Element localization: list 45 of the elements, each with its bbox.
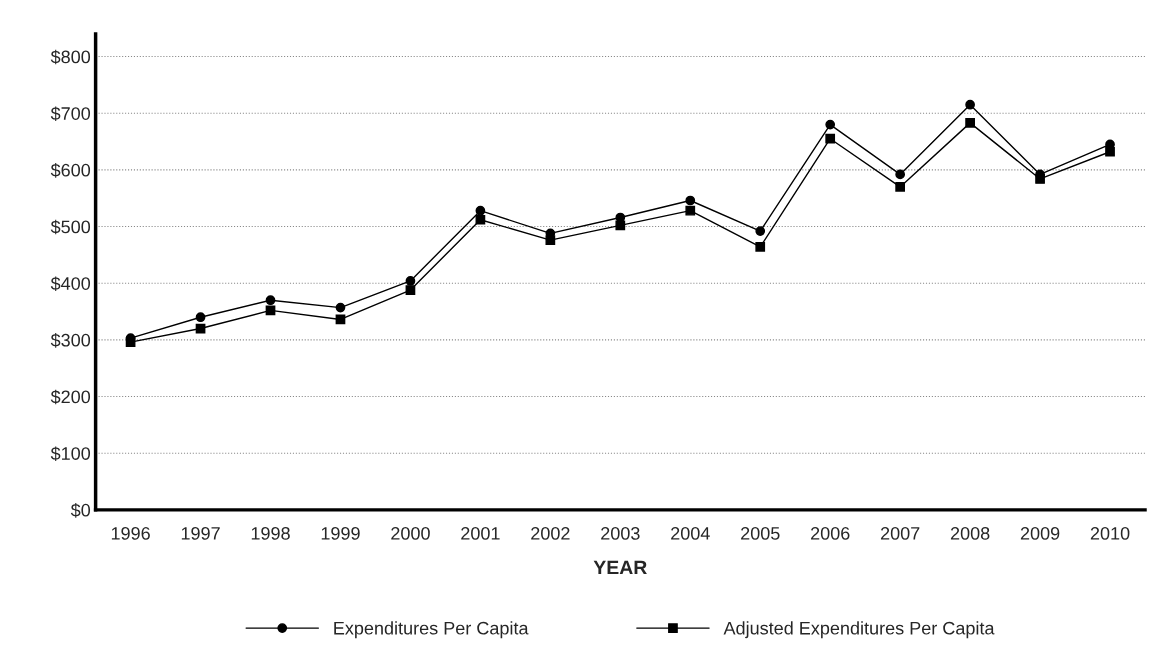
y-tick-label: $600 bbox=[50, 163, 91, 178]
point bbox=[195, 312, 206, 323]
x-tick-label: 2006 bbox=[811, 527, 850, 540]
x-tick-label: 2008 bbox=[950, 527, 990, 540]
x-tick-label: 2007 bbox=[880, 527, 920, 540]
point bbox=[685, 205, 696, 216]
point bbox=[825, 119, 836, 130]
point bbox=[265, 295, 276, 306]
point bbox=[475, 205, 486, 216]
x-tick-label: 2003 bbox=[601, 527, 640, 540]
x-tick-label: 1997 bbox=[181, 527, 220, 540]
point bbox=[965, 99, 975, 110]
y-tick-label: $200 bbox=[50, 389, 91, 405]
x-axis-title: YEAR bbox=[593, 560, 647, 575]
point bbox=[685, 195, 696, 206]
point bbox=[895, 182, 906, 192]
legend-label: Expenditures Per Capita bbox=[334, 621, 529, 639]
x-tick-label: 1996 bbox=[111, 527, 150, 540]
x-tick-label: 2009 bbox=[1020, 527, 1060, 540]
point bbox=[965, 118, 975, 128]
x-tick-label: 2000 bbox=[391, 527, 430, 540]
x-tick-label: 2010 bbox=[1090, 527, 1130, 540]
x-tick-label: 2005 bbox=[741, 527, 780, 540]
point bbox=[335, 302, 346, 313]
y-tick-label: $500 bbox=[50, 219, 91, 235]
point bbox=[405, 276, 416, 286]
x-tick-label: 1998 bbox=[251, 527, 290, 540]
point bbox=[615, 220, 626, 231]
y-tick-label: $400 bbox=[50, 276, 91, 292]
point bbox=[825, 133, 836, 144]
x-tick-label: 2001 bbox=[461, 527, 500, 540]
point bbox=[475, 214, 486, 225]
y-tick-label: $100 bbox=[50, 446, 91, 461]
point bbox=[405, 285, 416, 295]
x-tick-label: 2002 bbox=[531, 527, 570, 540]
legend-label: Adjusted Expenditures Per Capita bbox=[723, 621, 995, 639]
y-tick-label: $0 bbox=[70, 503, 91, 518]
x-tick-label: 2004 bbox=[671, 527, 710, 540]
point bbox=[895, 169, 906, 180]
point bbox=[755, 226, 766, 236]
x-tick-label: 1999 bbox=[321, 527, 360, 540]
y-tick-label: $300 bbox=[50, 333, 91, 348]
y-tick-label: $700 bbox=[50, 106, 91, 122]
point bbox=[755, 242, 766, 252]
y-tick-label: $800 bbox=[50, 49, 91, 65]
